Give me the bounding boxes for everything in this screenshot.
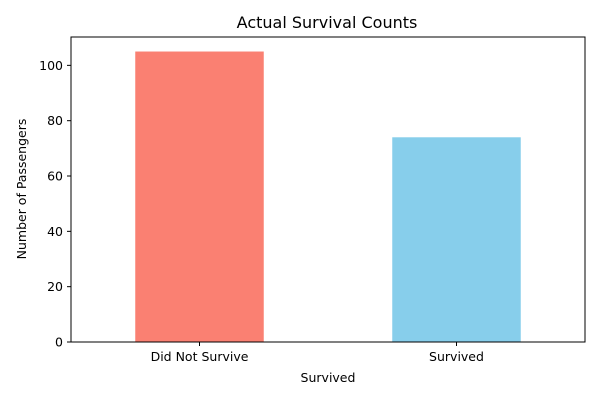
x-tick-label: Survived xyxy=(429,349,484,364)
y-tick-label: 100 xyxy=(39,58,63,73)
y-tick-label: 60 xyxy=(47,169,63,184)
chart-title: Actual Survival Counts xyxy=(237,13,418,32)
bars-layer xyxy=(135,51,521,343)
y-axis-ticks: 0 20 40 60 80 100 xyxy=(39,58,71,350)
bar-survived xyxy=(392,137,521,342)
y-axis-label: Number of Passengers xyxy=(14,119,29,260)
y-tick-label: 0 xyxy=(55,335,63,350)
x-tick-label: Did Not Survive xyxy=(151,349,249,364)
y-tick-label: 40 xyxy=(47,224,63,239)
x-axis-ticks: Did Not Survive Survived xyxy=(151,342,484,364)
plot-frame xyxy=(70,36,586,343)
x-axis-label: Survived xyxy=(301,370,356,385)
y-tick-label: 80 xyxy=(47,113,63,128)
y-tick-label: 20 xyxy=(47,279,63,294)
bar-did-not-survive xyxy=(135,51,264,343)
